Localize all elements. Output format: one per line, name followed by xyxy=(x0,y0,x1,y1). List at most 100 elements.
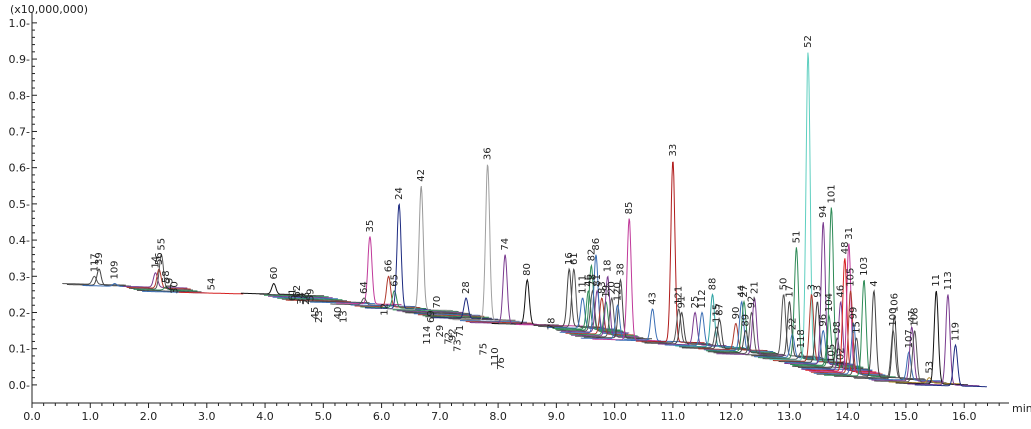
chromatogram-trace xyxy=(460,320,527,323)
chromatogram-trace xyxy=(354,275,421,309)
chromatogram-trace xyxy=(128,253,193,291)
chromatogram-trace xyxy=(635,161,705,344)
y-tick-label: 0.5- xyxy=(9,198,30,211)
peak-label: 109 xyxy=(110,260,121,279)
peak-label: 50 xyxy=(779,278,790,291)
chromatogram-trace xyxy=(706,299,776,353)
chromatogram-trace xyxy=(178,291,244,295)
peak-label: 19 xyxy=(601,285,612,298)
chromatogram-trace xyxy=(772,293,844,363)
x-tick-label: 8.0 xyxy=(489,410,507,423)
peak-label: 49 xyxy=(165,278,176,291)
y-tick-label: 0.2- xyxy=(9,306,30,319)
chromatogram-trace xyxy=(784,329,855,365)
y-axis: 0.0- 0.1- 0.2- 0.3- 0.4- 0.5- 0.6- 0.7- 0.8- 0.9-… xyxy=(9,12,37,403)
x-tick-label: 9.0 xyxy=(548,410,566,423)
peak-label: 35 xyxy=(365,220,376,233)
peak-label: 55 xyxy=(156,238,167,251)
chromatogram-trace xyxy=(123,272,188,289)
peak-label: 85 xyxy=(624,202,635,215)
peak-label: 45 xyxy=(310,307,321,320)
x-tick-label: 12.0 xyxy=(719,410,744,423)
peak-label: 51 xyxy=(791,231,802,244)
chromatogram-trace xyxy=(888,377,961,385)
peak-label: 64 xyxy=(359,281,370,294)
peak-label: 76 xyxy=(496,357,507,370)
y-tick-label: 0.6- xyxy=(9,162,30,175)
y-tick-label: 0.3- xyxy=(9,270,30,283)
chromatogram-trace xyxy=(516,324,584,327)
chromatogram-trace xyxy=(538,268,606,329)
chromatogram-trace xyxy=(126,268,191,290)
peak-label: 117 xyxy=(89,253,100,272)
chromatogram-trace xyxy=(533,267,602,328)
peak-label: 3 xyxy=(807,284,818,290)
x-axis: 0.0 1.0 2.0 3.0 4.0 5.0 6.0 7.0 8.0 9.0 10.0 11.0 12… xyxy=(23,402,1009,423)
chromatogram-trace xyxy=(561,289,630,334)
peak-label: 74 xyxy=(500,238,511,251)
x-tick-label: 7.0 xyxy=(431,410,449,423)
chromatogram-trace xyxy=(681,319,752,351)
peak-label: 73 xyxy=(452,339,463,352)
peak-label: 101 xyxy=(826,184,837,203)
x-tick-label: 1.0 xyxy=(82,410,100,423)
peak-label: 121 xyxy=(674,286,685,305)
chromatogram-trace xyxy=(641,308,711,345)
peak-label: 42 xyxy=(416,169,427,182)
x-unit-label: min xyxy=(1012,402,1031,415)
chromatogram-trace xyxy=(264,294,329,298)
chromatogram-trace xyxy=(272,296,338,300)
chromatogram-trace xyxy=(853,329,925,380)
peak-label: 61 xyxy=(569,252,580,265)
peak-label: 61 xyxy=(287,289,298,302)
peak-label: 112 xyxy=(697,289,708,308)
chromatogram-trace xyxy=(751,300,822,358)
chromatogram-trace xyxy=(580,304,650,341)
peak-label: 120 xyxy=(613,282,624,301)
chromatogram-trace xyxy=(422,315,489,318)
peak-label: 24 xyxy=(394,187,405,200)
y-multiplier-label: (x10,000,000) xyxy=(10,3,88,16)
peak-label: 119 xyxy=(950,322,961,341)
chromatogram-trace xyxy=(402,311,469,314)
peak-label: 20 xyxy=(607,281,618,294)
chromatogram-trace xyxy=(417,314,485,317)
x-tick-label: 10.0 xyxy=(602,410,627,423)
y-tick-label: 0.9- xyxy=(9,53,30,66)
peak-label: 38 xyxy=(615,263,626,276)
x-tick-label: 15.0 xyxy=(894,410,919,423)
peak-label: 36 xyxy=(483,147,494,160)
chromatogram-trace xyxy=(569,301,638,337)
chromatogram-trace xyxy=(907,294,980,387)
chromatogram-trace xyxy=(259,293,325,297)
peak-label: 92 xyxy=(747,296,758,309)
peak-label: 23 xyxy=(314,310,325,323)
chromatogram-trace xyxy=(136,289,202,293)
peak-label: 28 xyxy=(461,281,472,294)
peak-label: 18 xyxy=(603,260,614,273)
peak-label: 17 xyxy=(784,285,795,298)
y-tick-label: 0.4- xyxy=(9,234,30,247)
peak-label: 86 xyxy=(591,238,602,251)
peak-label: 59 xyxy=(305,289,316,302)
y-tick-label: 0.0- xyxy=(9,379,30,392)
peak-label: 22 xyxy=(787,317,798,330)
x-tick-label: 4.0 xyxy=(256,410,274,423)
chromatogram-trace xyxy=(797,337,869,370)
peak-label: 87 xyxy=(715,303,726,316)
peak-label: 83 xyxy=(597,281,608,294)
peak-label: 54 xyxy=(206,278,217,291)
peak-label: 106 xyxy=(889,293,900,312)
peak-label: 69 xyxy=(426,310,437,323)
peak-label: 99 xyxy=(849,307,860,320)
chromatogram-trace xyxy=(268,295,333,299)
peak-label: 44 xyxy=(737,285,748,298)
peak-label: 56 xyxy=(154,252,165,265)
peak-label: 100 xyxy=(888,307,899,326)
peak-label: 80 xyxy=(522,263,533,276)
y-tick-label: 0.7- xyxy=(9,125,30,138)
chromatogram-trace xyxy=(387,186,453,311)
chromatogram-trace xyxy=(792,365,864,369)
